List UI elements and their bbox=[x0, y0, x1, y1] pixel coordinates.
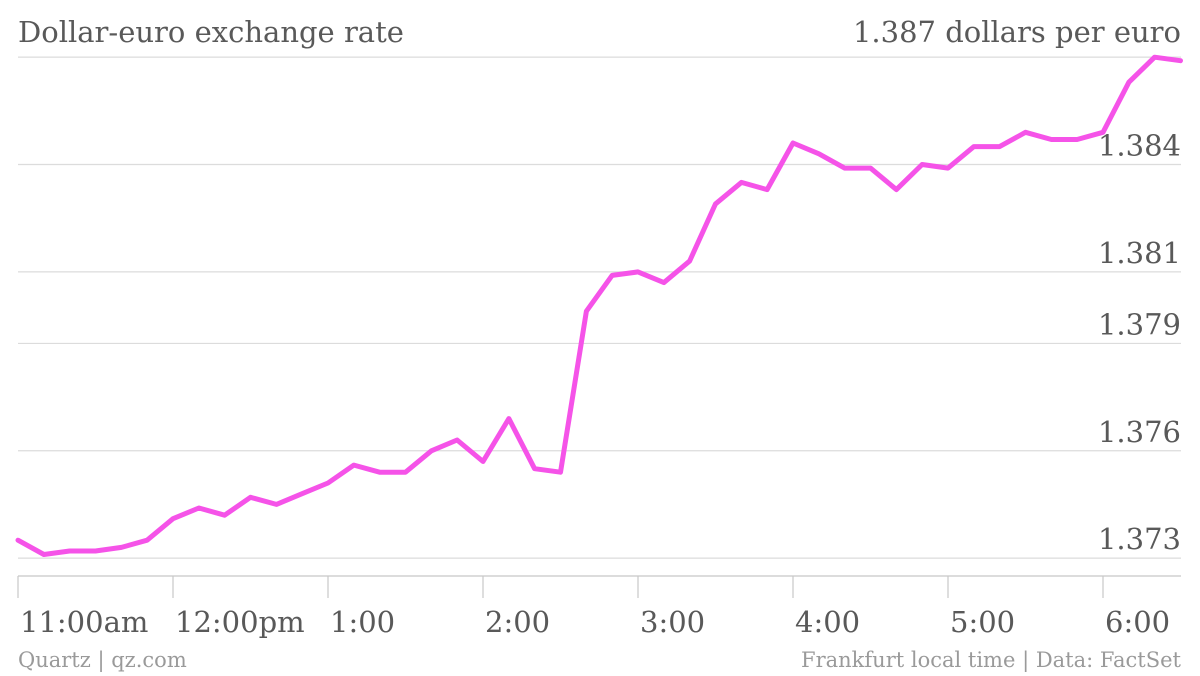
y-tick-label: 1.379 bbox=[1098, 307, 1181, 341]
x-axis-ticks: 11:00am 12:00pm 1:00 2:00 3:00 4:00 5:00 6:00 bbox=[17, 576, 1170, 639]
y-axis-tick-labels: 1.373 1.376 1.379 1.381 1.384 bbox=[1098, 129, 1181, 557]
grid-lines bbox=[18, 56, 1181, 559]
y-tick-label: 1.376 bbox=[1098, 415, 1181, 449]
chart-title: Dollar-euro exchange rate bbox=[18, 15, 404, 49]
footer-source-left: Quartz | qz.com bbox=[18, 648, 187, 673]
y-tick-label: 1.373 bbox=[1098, 522, 1181, 556]
unit-label: 1.387 dollars per euro bbox=[853, 15, 1181, 49]
series-line bbox=[15, 54, 1183, 557]
x-tick-label: 3:00 bbox=[640, 605, 705, 639]
x-tick-label: 12:00pm bbox=[175, 605, 305, 639]
x-tick-label: 1:00 bbox=[330, 605, 395, 639]
x-tick-label: 5:00 bbox=[950, 605, 1015, 639]
y-tick-label: 1.384 bbox=[1098, 129, 1181, 163]
x-tick-label: 11:00am bbox=[20, 605, 148, 639]
x-tick-label: 6:00 bbox=[1105, 605, 1170, 639]
y-tick-label: 1.381 bbox=[1098, 236, 1181, 270]
footer-source-right: Frankfurt local time | Data: FactSet bbox=[801, 648, 1182, 673]
x-tick-label: 4:00 bbox=[795, 605, 860, 639]
x-tick-label: 2:00 bbox=[485, 605, 550, 639]
series-layer bbox=[15, 54, 1183, 557]
